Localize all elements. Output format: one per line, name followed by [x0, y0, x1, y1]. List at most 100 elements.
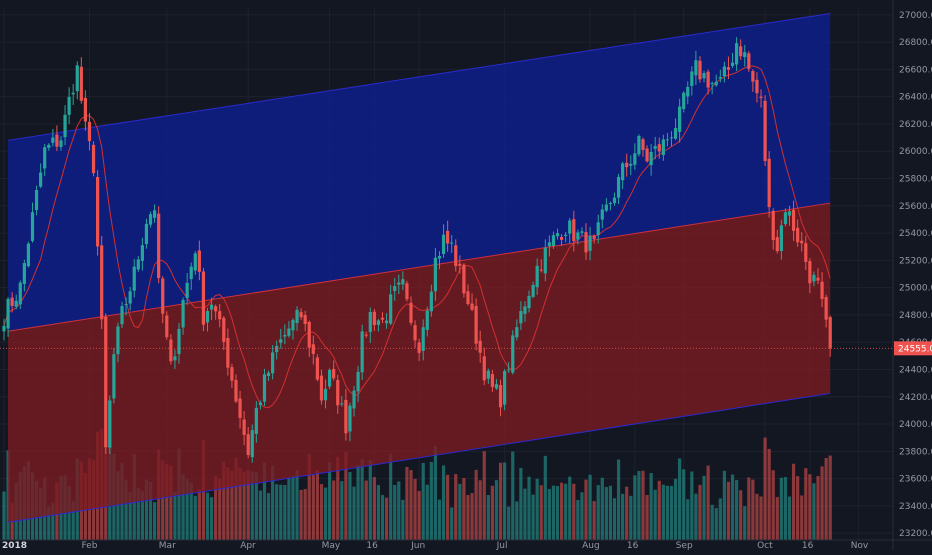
candle-body-141 [576, 232, 580, 240]
x-tick-label-0: 2018 [2, 541, 27, 550]
candle-body-192 [783, 212, 788, 225]
candle-94 [384, 313, 389, 329]
candle-body-184 [751, 71, 755, 82]
volume-bar-106 [433, 445, 438, 540]
candle-43 [177, 322, 181, 364]
regression-channel [7, 12, 831, 523]
candle-18 [75, 61, 79, 100]
candle-183 [747, 50, 751, 72]
volume-bar-94 [384, 497, 389, 540]
time-axis[interactable]: 2018 Feb Mar Apr May 16 Jun Jul Aug 16 Sep Oct 16 Nov [0, 539, 932, 551]
candle-body-201 [820, 281, 824, 300]
candle-body-60 [246, 434, 250, 455]
moving-average [3, 65, 831, 409]
candle-body-74 [303, 315, 307, 325]
candle-197 [804, 235, 808, 270]
candle-body-196 [800, 240, 804, 244]
candle-36 [148, 211, 153, 228]
candle-134 [547, 235, 551, 257]
candle-body-185 [755, 79, 759, 94]
volume-bar-40 [165, 463, 169, 540]
candle-127 [519, 301, 523, 331]
candle-0 [2, 318, 6, 341]
candle-19 [79, 57, 83, 104]
volume-bar-172 [702, 475, 706, 540]
candle-46 [189, 262, 193, 290]
volume-bar-187 [763, 437, 767, 540]
candle-84 [344, 389, 348, 441]
volume-bar-182 [743, 506, 747, 540]
volume-bar-92 [376, 485, 381, 540]
y-tick-label-19: 27000.00 [899, 11, 932, 21]
candle-72 [295, 306, 299, 331]
candle-193 [787, 205, 792, 226]
volume-bar-134 [547, 489, 551, 540]
candle-55 [226, 328, 230, 376]
candle-body-120 [490, 374, 494, 387]
candle-body-97 [397, 282, 401, 285]
candle-body-154 [629, 163, 633, 166]
volume-bar-42 [173, 491, 177, 540]
volume-bar-180 [735, 480, 739, 540]
candle-body-23 [96, 177, 100, 247]
candle-14 [59, 136, 63, 151]
candle-body-177 [722, 66, 726, 77]
y-tick-label-1: 23400.00 [899, 502, 932, 512]
y-tick-label-17: 26600.00 [899, 65, 932, 75]
candle-body-173 [706, 71, 710, 88]
candle-body-121 [494, 384, 499, 389]
candle-6 [26, 241, 31, 268]
candle-11 [47, 143, 51, 151]
candle-103 [421, 319, 425, 361]
volume-bar-197 [804, 468, 808, 540]
candle-35 [144, 218, 149, 249]
candle-body-112 [458, 263, 462, 266]
channel-lower-band [8, 203, 831, 523]
volume-bar-103 [421, 462, 425, 540]
candle-body-137 [559, 236, 564, 240]
volume-bar-51 [209, 497, 214, 540]
volume-bar-150 [612, 498, 617, 540]
candle-79 [323, 379, 328, 409]
volume-bar-84 [344, 451, 348, 540]
volume-bar-141 [576, 499, 580, 540]
candle-203 [828, 315, 832, 357]
candle-body-170 [694, 60, 698, 76]
candle-body-15 [63, 114, 67, 138]
candle-171 [698, 56, 702, 83]
candle-body-10 [43, 147, 47, 169]
candle-body-18 [75, 65, 79, 92]
candle-body-191 [779, 225, 783, 252]
volume-bar-152 [621, 493, 625, 540]
volume-bar-142 [580, 492, 584, 540]
candle-body-160 [653, 146, 657, 149]
candle-73 [299, 308, 303, 320]
volume-bar-190 [775, 497, 779, 540]
volume-bar-158 [645, 494, 649, 540]
candle-23 [96, 170, 100, 256]
candle-body-178 [726, 67, 731, 70]
x-tick-label-8: Aug [582, 541, 600, 550]
volume-bar-44 [181, 474, 185, 540]
volume-bar-59 [242, 471, 246, 540]
volume-bar-50 [205, 492, 210, 540]
candle-body-7 [30, 212, 35, 241]
candle-body-115 [470, 303, 474, 310]
volume-bar-173 [706, 465, 710, 540]
candle-138 [564, 231, 568, 243]
candle-29 [120, 301, 124, 328]
volume-bar-112 [458, 483, 462, 540]
candle-97 [397, 274, 401, 295]
candle-body-126 [515, 327, 519, 338]
candle-body-90 [368, 312, 372, 332]
volume-bar-126 [515, 501, 519, 540]
candle-body-158 [645, 148, 649, 162]
volume-bar-83 [340, 481, 344, 540]
volume-bar-188 [767, 448, 771, 540]
candle-body-6 [26, 243, 31, 267]
candle-body-84 [344, 399, 348, 434]
candle-58 [238, 390, 242, 429]
candle-190 [775, 229, 779, 254]
volume-bar-90 [368, 460, 372, 540]
candle-111 [454, 239, 458, 272]
